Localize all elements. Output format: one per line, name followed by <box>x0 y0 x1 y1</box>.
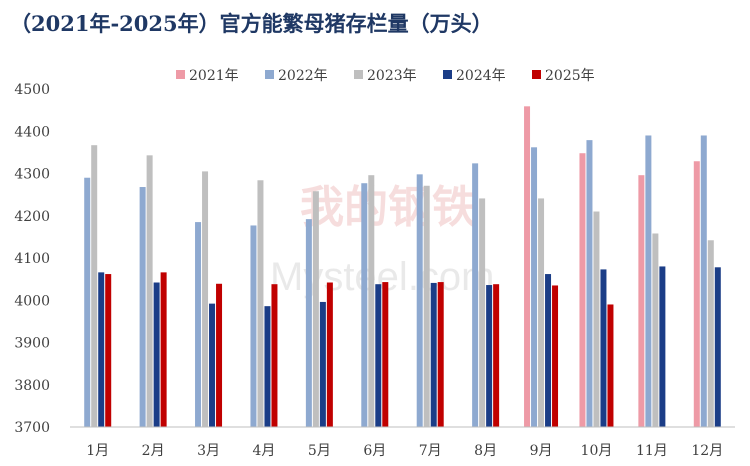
bar-2024-7 <box>430 282 437 427</box>
bar-2022-6 <box>361 183 368 427</box>
bar-2023-11 <box>652 233 659 427</box>
bar-2022-5 <box>305 219 312 427</box>
bar-2025-4 <box>271 284 278 427</box>
bar-2022-2 <box>139 187 146 427</box>
watermark-cn: 我的钢铁 <box>300 182 476 233</box>
y-tick-label: 3900 <box>14 336 50 352</box>
legend-label: 2021年 <box>189 68 239 84</box>
y-tick-label: 4200 <box>14 209 50 225</box>
bar-2023-9 <box>538 198 545 427</box>
bar-2025-3 <box>216 283 223 427</box>
bar-2022-10 <box>586 140 593 427</box>
legend-label: 2022年 <box>278 68 328 84</box>
bar-2023-2 <box>146 155 153 427</box>
x-tick-label: 10月 <box>581 443 613 459</box>
legend-swatch <box>532 70 541 79</box>
y-tick-label: 4300 <box>14 167 50 183</box>
bar-2024-6 <box>375 284 382 427</box>
bar-2022-9 <box>531 147 538 427</box>
watermark: 我的钢铁 Mysteel.com <box>270 182 495 299</box>
legend-swatch <box>176 70 185 79</box>
y-axis: 3700 3800 3900 4000 4100 4200 4300 4400 4500 <box>14 82 50 436</box>
legend-item: 2023年 <box>354 68 417 84</box>
legend-label: 2024年 <box>456 68 506 84</box>
legend-swatch <box>354 70 363 79</box>
bar-2024-3 <box>209 303 216 427</box>
bar-2024-2 <box>153 282 160 427</box>
bar-2024-11 <box>659 266 666 427</box>
bar-2023-8 <box>479 198 486 427</box>
x-tick-label: 1月 <box>86 443 109 459</box>
legend-label: 2025年 <box>545 68 595 84</box>
bar-2023-7 <box>423 185 430 427</box>
x-axis: 1月 2月 3月 4月 5月 6月 7月 8月 9月 10月 11月 12月 <box>70 426 735 459</box>
bar-2024-8 <box>486 285 493 427</box>
legend-swatch <box>265 70 274 79</box>
bar-2022-8 <box>472 163 479 428</box>
bar-2024-10 <box>600 269 607 427</box>
bar-2024-5 <box>319 301 326 427</box>
bar-2024-12 <box>714 267 721 427</box>
y-tick-label: 4400 <box>14 124 50 140</box>
bar-2023-1 <box>91 145 98 427</box>
x-tick-label: 9月 <box>530 443 553 459</box>
x-tick-label: 2月 <box>142 443 165 459</box>
y-tick-label: 3700 <box>14 420 50 436</box>
bar-2025-10 <box>607 304 614 427</box>
bar-2025-7 <box>437 282 444 427</box>
bar-2022-11 <box>645 135 652 427</box>
x-tick-label: 11月 <box>636 443 668 459</box>
bar-2021-12 <box>693 161 700 427</box>
chart-title: （2021年-2025年）官方能繁母猪存栏量（万头） <box>10 11 493 36</box>
bar-2022-7 <box>416 174 423 427</box>
bar-2023-6 <box>368 175 375 427</box>
legend-item: 2024年 <box>443 68 506 84</box>
bar-2023-3 <box>202 171 209 427</box>
legend-label: 2023年 <box>367 68 417 84</box>
legend: 2021年 2022年 2023年 2024年 2025年 <box>176 68 595 84</box>
legend-item: 2022年 <box>265 68 328 84</box>
bar-2025-9 <box>552 285 559 427</box>
watermark-en: Mysteel.com <box>270 255 495 299</box>
bar-2021-10 <box>579 153 586 427</box>
bar-2021-9 <box>524 106 531 427</box>
x-tick-label: 3月 <box>197 443 220 459</box>
x-tick-label: 4月 <box>252 443 275 459</box>
y-tick-label: 4000 <box>14 293 50 309</box>
bar-2025-8 <box>493 284 500 427</box>
bar-2025-6 <box>382 282 389 427</box>
bar-2023-5 <box>312 191 319 427</box>
bar-2022-3 <box>195 222 202 427</box>
bar-2025-2 <box>160 272 167 427</box>
bar-2023-10 <box>593 211 600 427</box>
x-tick-label: 8月 <box>474 443 497 459</box>
bar-2024-9 <box>545 274 552 427</box>
x-tick-label: 12月 <box>691 443 723 459</box>
y-tick-label: 3800 <box>14 378 50 394</box>
bar-2022-12 <box>700 135 707 427</box>
bar-2024-4 <box>264 306 271 427</box>
bar-2021-11 <box>638 175 645 427</box>
legend-item: 2025年 <box>532 68 595 84</box>
x-tick-label: 6月 <box>363 443 386 459</box>
legend-item: 2021年 <box>176 68 239 84</box>
bar-2023-12 <box>707 240 714 427</box>
bar-2025-5 <box>326 282 333 427</box>
y-tick-label: 4500 <box>14 82 50 98</box>
x-tick-label: 7月 <box>419 443 442 459</box>
legend-swatch <box>443 70 452 79</box>
bars <box>84 106 721 428</box>
y-tick-label: 4100 <box>14 251 50 267</box>
bar-2023-4 <box>257 180 264 427</box>
bar-2024-1 <box>98 272 105 427</box>
bar-2022-4 <box>250 225 257 427</box>
bar-2025-1 <box>105 274 112 427</box>
x-tick-label: 5月 <box>308 443 331 459</box>
bar-2022-1 <box>84 177 91 427</box>
